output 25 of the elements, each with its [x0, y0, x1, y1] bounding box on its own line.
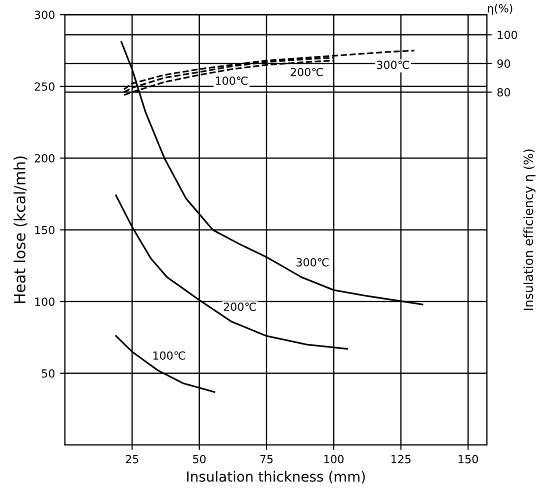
x-tick-label: 25 — [126, 454, 138, 464]
y2-axis-title: Insulation efficiency η (%) — [523, 150, 536, 310]
x-tick-label: 50 — [193, 454, 206, 464]
series-label: 100℃ — [153, 351, 186, 360]
y-tick-label: 200 — [34, 154, 54, 162]
y-tick-label: 300 — [34, 10, 54, 20]
text: η(%) — [488, 4, 512, 15]
y-axis-title: Heat lose (kcal/mh) — [14, 156, 28, 304]
series-label: 200℃ — [290, 68, 323, 76]
x-tick-label: 125 — [392, 454, 411, 464]
y2-tick-label: 90 — [497, 59, 510, 68]
series-label: 100℃ — [216, 76, 248, 85]
x-axis-title: Insulation thickness (mm) — [187, 471, 365, 484]
y-tick-label: 150 — [35, 226, 54, 234]
y-tick-label: 100 — [35, 298, 54, 306]
x-tick-label: 150 — [458, 454, 478, 464]
x-tick-label: 75 — [260, 455, 273, 464]
x-tick-label: 100 — [324, 454, 344, 464]
y-tick-label: 50 — [42, 369, 54, 378]
series-label: 300℃ — [377, 60, 410, 70]
series-label: 200℃ — [224, 302, 256, 311]
y-tick-label: 250 — [34, 82, 54, 91]
y2-tick-label: 80 — [497, 88, 510, 97]
y2-tick-label: 100 — [498, 30, 518, 40]
series-label: 300℃ — [296, 258, 329, 266]
